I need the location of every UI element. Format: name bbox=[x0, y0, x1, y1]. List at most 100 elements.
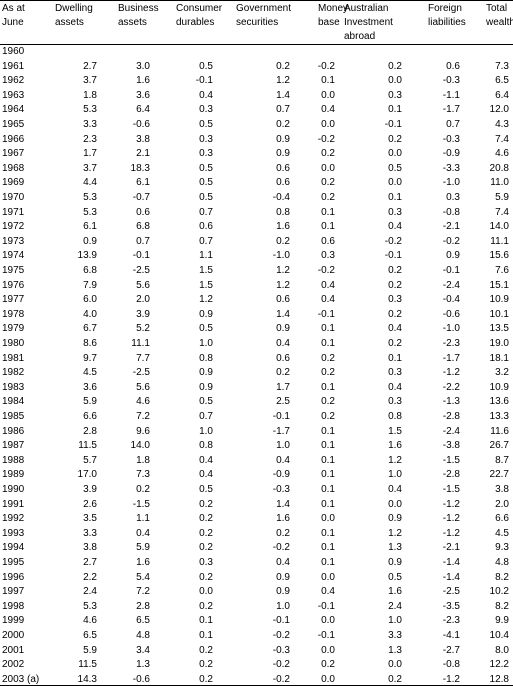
table-value: 8.6 bbox=[83, 338, 97, 349]
table-value: 0.2 bbox=[321, 659, 335, 671]
table-value: 8.2 bbox=[495, 571, 509, 583]
table-value: 0.2 bbox=[276, 235, 290, 247]
table-value: 1.0 bbox=[388, 615, 402, 627]
table-value: -1.1 bbox=[442, 89, 460, 101]
table-value: 0.1 bbox=[388, 192, 402, 203]
table-value: -0.3 bbox=[272, 644, 290, 656]
table-value: 4.8 bbox=[136, 630, 150, 641]
table-value: 3.2 bbox=[495, 367, 509, 379]
year-label: 2003 (a) bbox=[2, 673, 40, 685]
table-value: 0.1 bbox=[321, 542, 335, 554]
table-value: 0.0 bbox=[321, 513, 335, 525]
table-value: 11.6 bbox=[490, 425, 509, 437]
column-header: Australian Investment abroad bbox=[344, 3, 393, 42]
table-value: 0.5 bbox=[199, 192, 213, 203]
table-value: 0.2 bbox=[199, 659, 213, 671]
table-value: 1.7 bbox=[83, 148, 97, 160]
year-label: 1993 bbox=[2, 527, 25, 539]
table-value: 17.0 bbox=[77, 469, 97, 481]
year-label: 1960 bbox=[2, 46, 25, 57]
table-value: -0.2 bbox=[272, 630, 290, 641]
table-value: -1.2 bbox=[442, 527, 460, 539]
year-label: 1991 bbox=[2, 498, 25, 510]
table-value: 11.0 bbox=[490, 177, 509, 189]
table-value: 4.4 bbox=[83, 177, 97, 189]
table-value: 11.1 bbox=[131, 338, 150, 349]
table-value: 5.6 bbox=[136, 381, 150, 393]
table-value: 0.9 bbox=[388, 557, 402, 568]
table-value: -0.3 bbox=[442, 133, 460, 145]
table-value: 0.2 bbox=[199, 513, 213, 525]
table-value: 7.4 bbox=[495, 206, 509, 218]
table-value: 20.8 bbox=[489, 162, 509, 174]
table-value: 1.3 bbox=[136, 659, 150, 671]
year-label: 1996 bbox=[2, 571, 25, 583]
table-value: 0.4 bbox=[321, 104, 335, 116]
table-value: 2.4 bbox=[83, 586, 97, 598]
table-value: 10.9 bbox=[489, 381, 509, 393]
table-value: 0.5 bbox=[199, 323, 213, 335]
table-value: -0.9 bbox=[442, 148, 460, 160]
year-label: 1997 bbox=[2, 586, 25, 598]
table-value: 0.2 bbox=[321, 367, 335, 379]
table-value: -0.1 bbox=[384, 119, 402, 130]
table-value: -1.0 bbox=[442, 323, 460, 335]
table-value: 0.2 bbox=[388, 673, 402, 685]
table-value: 3.4 bbox=[136, 644, 150, 656]
table-value: 4.5 bbox=[495, 527, 509, 539]
year-label: 1974 bbox=[2, 250, 25, 262]
table-value: 2.4 bbox=[388, 600, 402, 612]
table-value: 3.8 bbox=[83, 542, 97, 554]
table-value: 1.6 bbox=[136, 75, 150, 87]
table-value: 3.6 bbox=[136, 89, 150, 101]
table-value: 0.2 bbox=[199, 644, 213, 656]
year-label: 1969 bbox=[2, 177, 25, 189]
year-label: 1994 bbox=[2, 542, 25, 554]
table-value: 7.4 bbox=[495, 133, 509, 145]
table-value: 0.1 bbox=[321, 425, 335, 437]
table-value: 6.6 bbox=[495, 513, 509, 525]
table-value: 0.7 bbox=[199, 235, 213, 247]
table-value: 0.1 bbox=[321, 381, 335, 393]
table-value: 0.3 bbox=[388, 89, 402, 101]
table-value: 0.4 bbox=[199, 89, 213, 101]
year-label: 1963 bbox=[2, 89, 25, 101]
table-value: 11.1 bbox=[490, 235, 509, 247]
table-value: 2.6 bbox=[83, 498, 97, 510]
table-value: 7.7 bbox=[136, 352, 150, 364]
table-value: 1.0 bbox=[199, 338, 213, 349]
table-value: 5.3 bbox=[83, 192, 97, 203]
year-label: 1983 bbox=[2, 381, 25, 393]
table-value: 1.7 bbox=[276, 381, 290, 393]
table-value: 1.4 bbox=[276, 308, 290, 320]
table-value: -0.2 bbox=[317, 133, 335, 145]
table-value: 1.2 bbox=[388, 454, 402, 466]
table-value: 18.3 bbox=[130, 162, 150, 174]
table-value: 0.2 bbox=[199, 571, 213, 583]
table-value: -0.8 bbox=[442, 659, 460, 671]
table-value: 0.8 bbox=[199, 440, 213, 452]
table-value: 0.0 bbox=[321, 615, 335, 627]
table-value: -0.1 bbox=[132, 250, 150, 262]
table-value: -1.5 bbox=[132, 498, 150, 510]
table-value: 4.6 bbox=[495, 148, 509, 160]
table-value: 10.9 bbox=[489, 294, 509, 306]
table-value: 0.4 bbox=[276, 454, 290, 466]
year-label: 1971 bbox=[2, 206, 25, 218]
table-value: 0.2 bbox=[388, 308, 402, 320]
table-value: 1.6 bbox=[388, 586, 402, 598]
table-value: 0.5 bbox=[199, 119, 213, 130]
table-value: 0.2 bbox=[276, 527, 290, 539]
table-value: 0.8 bbox=[276, 206, 290, 218]
table-value: 5.3 bbox=[83, 104, 97, 116]
table-value: 0.2 bbox=[199, 600, 213, 612]
table-value: 14.0 bbox=[130, 440, 150, 452]
table-value: -1.2 bbox=[442, 673, 460, 685]
table-value: 3.3 bbox=[388, 630, 402, 641]
table-value: -2.4 bbox=[442, 425, 460, 437]
table-value: 0.4 bbox=[321, 279, 335, 291]
table-value: -0.7 bbox=[132, 192, 150, 203]
table-value: -0.8 bbox=[442, 206, 460, 218]
table-value: 0.0 bbox=[199, 586, 213, 598]
table-value: 3.7 bbox=[83, 162, 97, 174]
